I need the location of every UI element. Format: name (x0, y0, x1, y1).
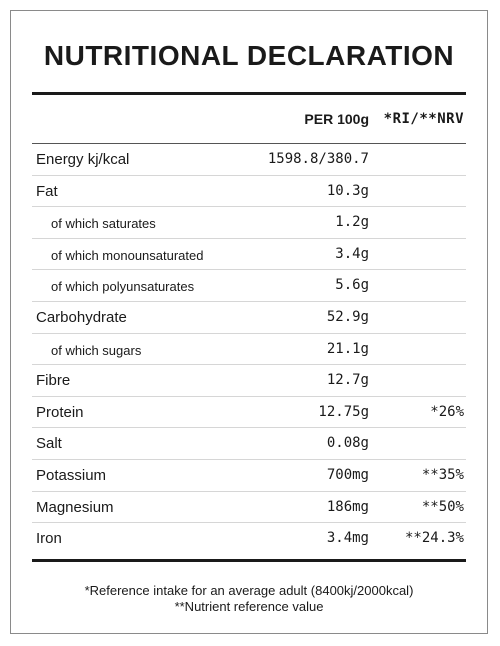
reference-intake-footnote: *Reference intake for an average adult (… (84, 583, 414, 598)
nutrient-value: 12.7g (326, 372, 369, 389)
nutrient-ri: **24.3% (404, 530, 464, 547)
top-divider (32, 92, 466, 95)
nutrient-table: Energy kj/kcal 1598.8/380.7 Fat 10.3g of whi… (32, 144, 466, 555)
nutrient-value: 186mg (326, 498, 369, 515)
nutrient-name: of which monounsaturated (51, 247, 204, 263)
nutrient-name: Energy kj/kcal (36, 151, 130, 168)
nutrient-name: Salt (36, 435, 62, 453)
per-100g-header: PER 100g (304, 111, 369, 127)
table-row: of which saturates 1.2g (32, 207, 466, 239)
nutrient-name: of which saturates (51, 216, 156, 232)
nutrient-name: Fibre (36, 372, 71, 390)
nutrient-name: of which sugars (51, 342, 142, 358)
nutrient-value: 1598.8/380.7 (267, 151, 369, 167)
nutrient-reference-footnote: **Nutrient reference value (174, 599, 324, 614)
nutrient-name: Magnesium (36, 498, 114, 516)
nutrient-value: 21.1g (326, 340, 369, 357)
table-row: of which sugars 21.1g (32, 334, 466, 366)
nutrient-name: of which polyunsaturates (51, 279, 195, 295)
nutrient-value: 10.3g (326, 182, 369, 199)
nutrient-value: 52.9g (326, 308, 369, 325)
nutrient-value: 1.2g (335, 214, 369, 231)
nutrient-name: Fat (36, 182, 58, 200)
nutrient-value: 12.75g (318, 403, 369, 420)
table-row: Iron 3.4mg **24.3% (32, 523, 466, 555)
table-header: PER 100g *RI/**NRV (32, 111, 466, 133)
table-row: Protein 12.75g *26% (32, 397, 466, 429)
table-row: Potassium 700mg **35% (32, 460, 466, 492)
nutrient-ri: *26% (430, 403, 464, 420)
nutrient-value: 700mg (326, 466, 369, 483)
table-row: of which monounsaturated 3.4g (32, 239, 466, 271)
nutrient-name: Potassium (36, 466, 107, 484)
table-row: Fibre 12.7g (32, 365, 466, 397)
page-title: NUTRITIONAL DECLARATION (43, 40, 455, 71)
nutrient-name: Protein (36, 403, 84, 421)
table-row: Carbohydrate 52.9g (32, 302, 466, 334)
nutrient-name: Iron (36, 530, 62, 548)
table-row: Magnesium 186mg **50% (32, 492, 466, 524)
table-row: Salt 0.08g (32, 428, 466, 460)
nutrient-name: Carbohydrate (36, 308, 127, 326)
nutrient-value: 0.08g (326, 435, 369, 452)
nutrient-value: 3.4mg (326, 530, 369, 547)
table-row: Energy kj/kcal 1598.8/380.7 (32, 144, 466, 176)
ri-nrv-header: *RI/**NRV (383, 111, 464, 127)
nutrient-ri: **50% (421, 498, 464, 515)
nutrient-ri: **35% (421, 466, 464, 483)
nutrition-panel: NUTRITIONAL DECLARATION PER 100g *RI/**N… (10, 10, 488, 634)
nutrient-value: 5.6g (335, 277, 369, 294)
bottom-divider (32, 559, 466, 562)
table-row: of which polyunsaturates 5.6g (32, 270, 466, 302)
header-divider (32, 143, 466, 144)
nutrient-value: 3.4g (335, 245, 369, 262)
table-row: Fat 10.3g (32, 176, 466, 208)
